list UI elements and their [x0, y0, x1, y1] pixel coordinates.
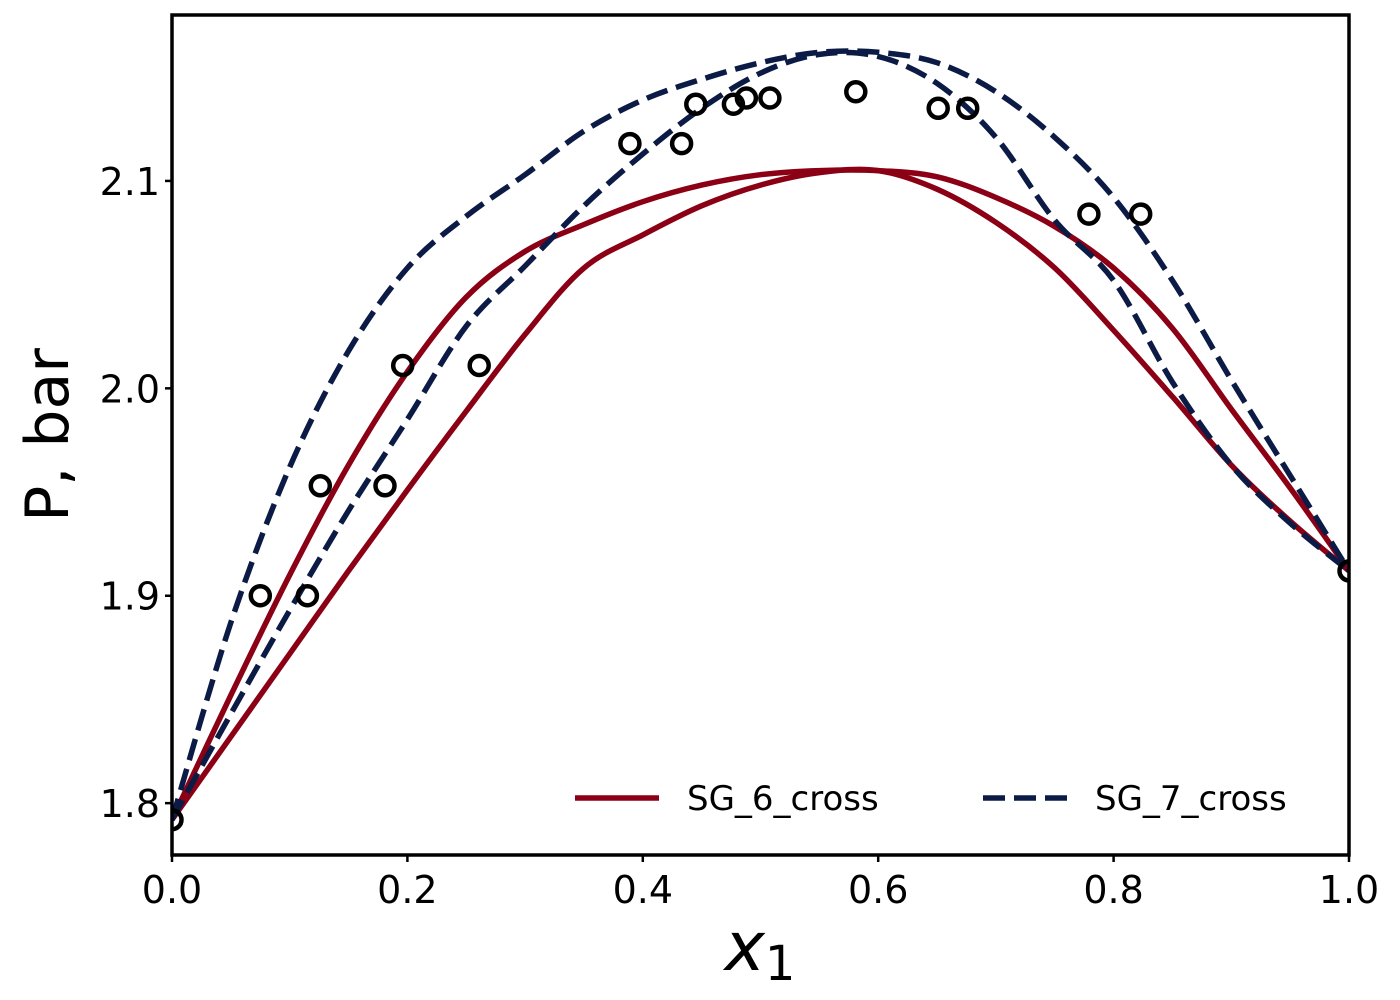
y-tick-label: 2.0 — [100, 367, 160, 411]
experimental-point — [1077, 202, 1101, 226]
axes-layer: 0.0 0.2 0.4 0.6 0.8 1.0 1.8 1.9 2.0 2.1 — [100, 160, 1380, 912]
experimental-point — [844, 79, 868, 104]
x-axis-label-main: x — [723, 908, 766, 987]
legend-label-sg-7-cross: SG_7_cross — [1095, 779, 1287, 819]
sg-7-cross-dew-curve — [172, 49, 1349, 822]
x-tick-label: 0.6 — [848, 868, 908, 912]
y-tick-label: 1.9 — [100, 575, 160, 619]
experimental-point — [172, 807, 184, 832]
legend: SG_6_cross SG_7_cross — [575, 779, 1287, 819]
sg-6-cross-dew-curve — [172, 166, 1349, 822]
sg-6-cross-bubble-curve — [172, 167, 1349, 821]
experimental-point — [1128, 202, 1153, 226]
experimental-point — [308, 474, 333, 498]
series-layer — [172, 48, 1349, 822]
x-tick-label: 0.4 — [613, 868, 673, 912]
x-tick-label: 0.0 — [142, 868, 202, 912]
y-tick-label: 2.1 — [100, 160, 160, 204]
plot-frame — [170, 13, 1351, 857]
x-axis-label: x1 — [723, 908, 796, 992]
experimental-point — [390, 353, 415, 378]
experimental-point — [758, 86, 782, 110]
experimental-point — [721, 92, 746, 116]
x-axis-label-subscript: 1 — [765, 936, 796, 992]
experimental-point — [373, 474, 397, 498]
experimental-point — [926, 96, 950, 121]
experimental-point — [248, 583, 273, 608]
y-axis-label: P, bar — [13, 348, 83, 522]
y-tick-label: 1.8 — [100, 782, 160, 826]
experimental-points-layer — [172, 79, 1349, 832]
experimental-point — [734, 86, 759, 110]
experimental-point — [295, 583, 320, 608]
experimental-point — [955, 96, 980, 121]
experimental-point — [669, 131, 694, 156]
experimental-point — [1337, 559, 1349, 583]
experimental-point — [618, 131, 642, 156]
x-tick-label: 0.8 — [1083, 868, 1143, 912]
legend-label-sg-6-cross: SG_6_cross — [687, 779, 879, 819]
experimental-point — [467, 353, 491, 378]
x-tick-label: 1.0 — [1319, 868, 1379, 912]
x-tick-label: 0.2 — [377, 868, 437, 912]
sg-7-cross-bubble-curve — [172, 48, 1349, 821]
experimental-point — [684, 92, 708, 116]
